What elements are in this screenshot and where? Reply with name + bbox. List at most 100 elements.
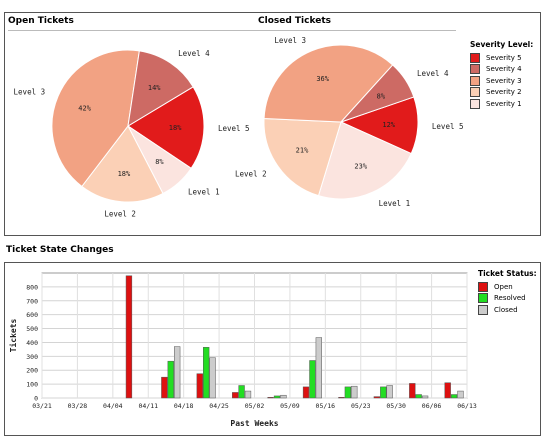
x-tick-label: 05/30 xyxy=(386,402,406,410)
bar-open xyxy=(373,396,381,399)
pie-slice xyxy=(51,49,140,188)
legend-swatch xyxy=(478,304,488,315)
bar-resolved xyxy=(273,395,281,399)
bar-resolved xyxy=(167,360,174,399)
slice-value-label: 42% xyxy=(78,105,91,113)
y-axis-title: Tickets xyxy=(8,318,18,352)
x-tick-label: 04/11 xyxy=(138,402,158,410)
legend-swatch xyxy=(470,64,480,75)
x-axis-title: Past Weeks xyxy=(230,419,278,428)
legend-item-resolved: Resolved xyxy=(478,293,537,305)
y-tick-label: 100 xyxy=(26,381,38,389)
legend-label: Severity 4 xyxy=(486,65,522,74)
bar-open xyxy=(267,397,274,399)
bar-resolved xyxy=(238,385,245,399)
title-separator xyxy=(8,30,456,31)
legend-label: Closed xyxy=(494,305,518,314)
pie-charts: 18% Level 5 8% Level 1 18% Level 2 42% Level 3 1… xyxy=(14,36,464,219)
x-tick-label: 06/13 xyxy=(457,402,477,410)
x-tick-label: 05/23 xyxy=(351,402,371,410)
bar-resolved xyxy=(380,386,387,399)
slice-value-label: 23% xyxy=(354,162,367,170)
y-tick-label: 200 xyxy=(26,367,38,375)
legend-item-open: Open xyxy=(478,281,537,293)
bar-resolved xyxy=(415,394,422,399)
ticket-state-changes-title: Ticket State Changes xyxy=(6,245,114,255)
slice-label: Level 4 xyxy=(417,69,449,78)
bar-closed xyxy=(457,390,464,399)
x-tick-label: 05/09 xyxy=(280,402,300,410)
y-tick-label: 300 xyxy=(26,353,38,361)
bar-open xyxy=(302,386,310,399)
pie-slice xyxy=(263,117,342,197)
slice-value-label: 18% xyxy=(118,170,131,178)
legend-label: Severity 2 xyxy=(486,88,522,97)
bar-closed xyxy=(315,337,322,399)
severity-legend-title: Severity Level: xyxy=(470,40,534,49)
slice-label: Level 2 xyxy=(235,169,267,178)
bar-closed xyxy=(421,395,429,399)
legend-label: Open xyxy=(494,282,513,291)
pie-slice xyxy=(81,125,164,203)
y-tick-label: 700 xyxy=(26,297,38,305)
bar-open xyxy=(125,275,133,399)
bar-chart: 0 100 200 300 400 500 600 700 800 03/21 03/28 04/04… xyxy=(8,272,477,428)
pie-slice xyxy=(127,50,194,127)
slice-value-label: 36% xyxy=(316,75,329,83)
severity-legend: Severity Level: Severity 5 Severity 4 Se… xyxy=(470,40,533,110)
pie-slice xyxy=(317,121,412,200)
legend-item-severity-3: Severity 3 xyxy=(470,75,533,87)
bar-open xyxy=(409,383,416,399)
bar-open xyxy=(161,376,168,399)
slice-value-label: 14% xyxy=(148,84,161,92)
status-legend-title: Ticket Status: xyxy=(478,269,537,278)
legend-item-severity-1: Severity 1 xyxy=(470,98,533,110)
bar-open xyxy=(196,373,203,399)
legend-item-severity-2: Severity 2 xyxy=(470,87,533,99)
y-tick-label: 400 xyxy=(26,339,38,347)
legend-swatch xyxy=(478,293,488,304)
open-tickets-title: Open Tickets xyxy=(8,16,74,26)
x-tick-label: 06/06 xyxy=(422,402,442,410)
status-legend: Ticket Status: Open Resolved Closed xyxy=(478,269,537,316)
legend-swatch xyxy=(478,281,488,292)
slice-label: Level 1 xyxy=(379,199,411,208)
bar-closed xyxy=(209,357,216,399)
legend-swatch xyxy=(470,87,480,98)
legend-item-severity-5: Severity 5 xyxy=(470,52,533,64)
slice-label: Level 2 xyxy=(104,210,136,219)
pie-slice xyxy=(127,86,205,169)
closed-tickets-title: Closed Tickets xyxy=(258,16,331,26)
pie-slice xyxy=(263,44,394,123)
legend-label: Resolved xyxy=(494,294,526,303)
slice-value-label: 21% xyxy=(296,147,309,155)
slice-value-label: 8% xyxy=(155,158,164,166)
legend-label: Severity 3 xyxy=(486,76,522,85)
bar-resolved xyxy=(203,347,210,399)
x-tick-label: 04/04 xyxy=(103,402,123,410)
bar-open xyxy=(232,392,239,399)
slice-value-label: 8% xyxy=(377,93,386,101)
x-tick-label: 05/16 xyxy=(316,402,336,410)
legend-swatch xyxy=(470,52,480,63)
x-tick-label: 03/28 xyxy=(68,402,88,410)
slice-label: Level 5 xyxy=(218,124,250,133)
y-tick-label: 0 xyxy=(34,395,38,403)
legend-item-severity-4: Severity 4 xyxy=(470,64,533,76)
bar-closed xyxy=(386,385,393,399)
slice-label: Level 1 xyxy=(188,188,220,197)
x-tick-label: 05/02 xyxy=(245,402,265,410)
y-tick-label: 600 xyxy=(26,311,38,319)
legend-item-closed: Closed xyxy=(478,304,537,316)
x-tick-label: 04/18 xyxy=(174,402,194,410)
slice-label: Level 3 xyxy=(14,88,46,97)
pie-slice xyxy=(340,64,415,123)
legend-label: Severity 5 xyxy=(486,53,522,62)
bar-open xyxy=(444,382,451,399)
slice-value-label: 18% xyxy=(169,124,182,132)
x-tick-label: 04/25 xyxy=(209,402,229,410)
x-tick-label: 03/21 xyxy=(32,402,52,410)
bar-open xyxy=(338,397,345,399)
slice-label: Level 4 xyxy=(178,49,210,58)
bar-resolved xyxy=(309,360,316,399)
